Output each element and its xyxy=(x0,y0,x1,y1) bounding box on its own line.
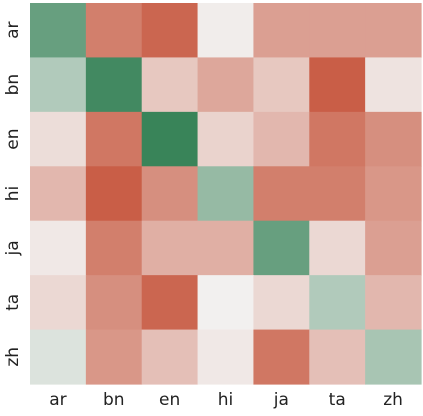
heatmap-cell-en-ar xyxy=(30,111,87,167)
heatmap-cell-en-ja xyxy=(253,111,310,167)
heatmap-cell-bn-ta xyxy=(309,57,366,113)
heatmap-cell-ar-bn xyxy=(85,3,143,59)
heatmap-cell-bn-en xyxy=(141,57,199,113)
heatmap-cell-en-bn xyxy=(85,111,143,167)
x-tick-labels: ar bn en hi ja ta zh xyxy=(49,390,403,410)
heatmap-cell-ar-hi xyxy=(197,3,255,59)
heatmap-cell-ar-zh xyxy=(365,3,422,59)
heatmap-cell-hi-en xyxy=(141,166,199,222)
heatmap-cell-ja-bn xyxy=(85,220,143,276)
heatmap-cell-ja-ta xyxy=(309,220,366,276)
x-tick-label-ja: ja xyxy=(273,390,289,410)
heatmap-cell-ta-zh xyxy=(365,275,422,331)
heatmap-cell-zh-en xyxy=(141,329,199,385)
heatmap-cell-ar-ta xyxy=(309,3,366,59)
heatmap-cell-en-ta xyxy=(309,111,366,167)
heatmap-cell-bn-bn xyxy=(85,57,143,113)
x-tick-label-ta: ta xyxy=(329,390,346,410)
heatmap-cell-ta-bn xyxy=(85,275,143,331)
heatmap-cell-en-hi xyxy=(197,111,255,167)
heatmap-cell-ta-hi xyxy=(197,275,255,331)
heatmap-cell-ja-zh xyxy=(365,220,422,276)
heatmap-cell-ar-ar xyxy=(30,3,87,59)
heatmap-cell-ja-ar xyxy=(30,220,87,276)
heatmap-cell-hi-ja xyxy=(253,166,310,222)
y-tick-label-bn: bn xyxy=(3,74,23,96)
y-tick-label-hi: hi xyxy=(3,186,23,202)
heatmap-cell-hi-zh xyxy=(365,166,422,222)
y-tick-label-en: en xyxy=(3,128,23,149)
heatmap-cell-bn-hi xyxy=(197,57,255,113)
heatmap-cell-ja-ja xyxy=(253,220,310,276)
heatmap-cell-hi-bn xyxy=(85,166,143,222)
heatmap-cell-ja-en xyxy=(141,220,199,276)
heatmap-cell-zh-bn xyxy=(85,329,143,385)
y-tick-label-zh: zh xyxy=(3,347,23,367)
heatmap-cell-ta-ta xyxy=(309,275,366,331)
heatmap-cell-hi-hi xyxy=(197,166,255,222)
heatmap-cell-en-en xyxy=(141,111,199,167)
heatmap-cell-ar-ja xyxy=(253,3,310,59)
y-tick-label-ar: ar xyxy=(3,21,23,38)
heatmap-cell-zh-zh xyxy=(365,329,422,385)
heatmap-cell-ta-en xyxy=(141,275,199,331)
heatmap-cell-bn-ar xyxy=(30,57,87,113)
heatmap-cell-zh-ja xyxy=(253,329,310,385)
y-tick-label-ja: ja xyxy=(3,240,23,256)
heatmap-cell-zh-ar xyxy=(30,329,87,385)
heatmap-cell-bn-ja xyxy=(253,57,310,113)
y-tick-label-ta: ta xyxy=(3,294,23,311)
heatmap-cell-ja-hi xyxy=(197,220,255,276)
heatmap-cell-en-zh xyxy=(365,111,422,167)
x-tick-label-hi: hi xyxy=(218,390,234,410)
heatmap-cell-hi-ar xyxy=(30,166,87,222)
heatmap-cells xyxy=(30,3,422,385)
x-tick-label-en: en xyxy=(159,390,180,410)
heatmap-cell-ta-ar xyxy=(30,275,87,331)
y-tick-labels: ar bn en hi ja ta zh xyxy=(3,21,23,366)
x-tick-label-zh: zh xyxy=(383,390,403,410)
heatmap-cell-zh-hi xyxy=(197,329,255,385)
heatmap-cell-ar-en xyxy=(141,3,199,59)
heatmap-cell-zh-ta xyxy=(309,329,366,385)
x-tick-label-ar: ar xyxy=(49,390,66,410)
x-tick-label-bn: bn xyxy=(103,390,125,410)
heatmap-cell-ta-ja xyxy=(253,275,310,331)
heatmap-cell-hi-ta xyxy=(309,166,366,222)
heatmap-cell-bn-zh xyxy=(365,57,422,113)
